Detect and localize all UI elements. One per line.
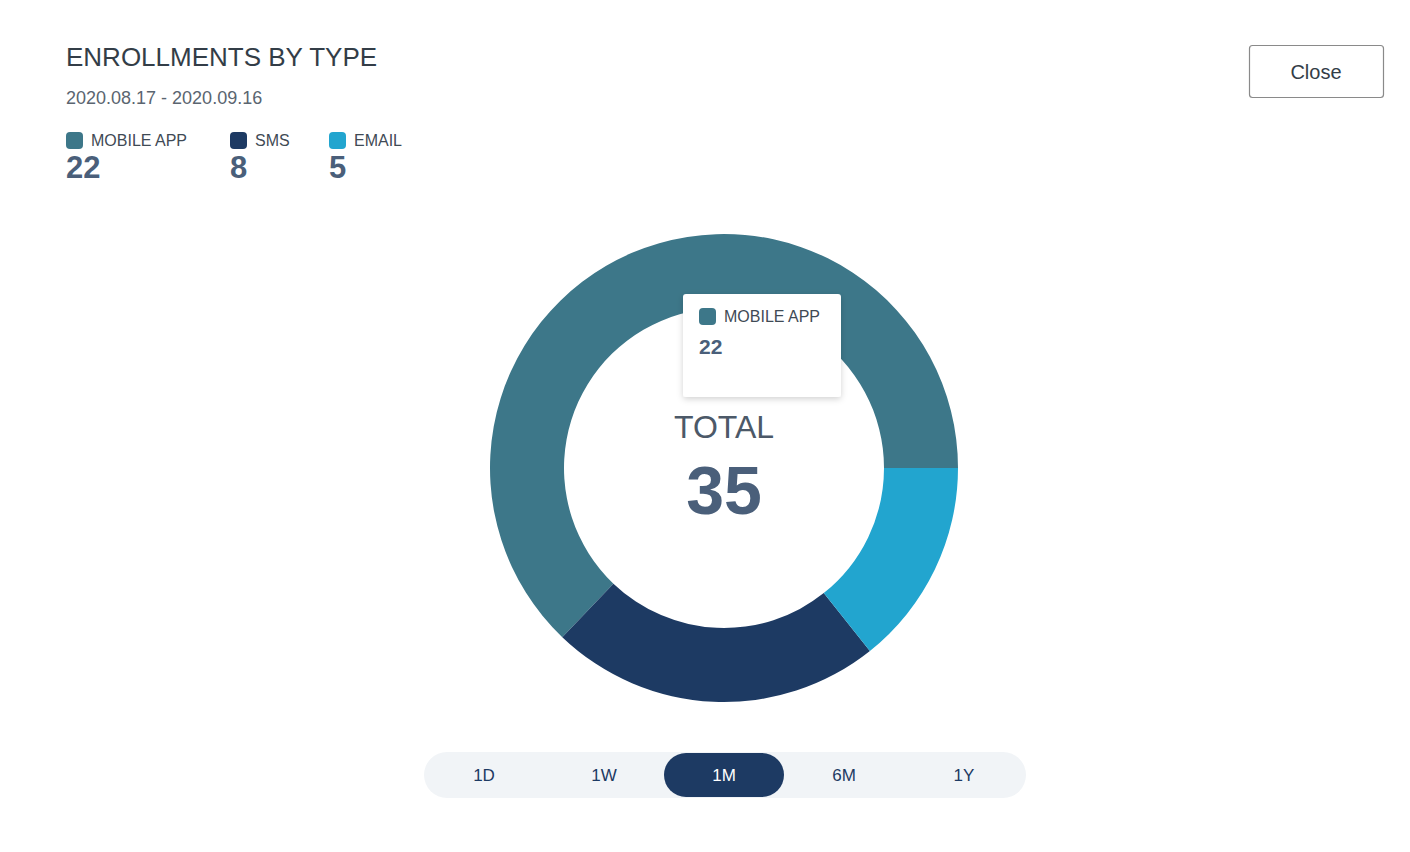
range-button[interactable]: 1D: [424, 753, 544, 797]
range-label[interactable]: 1Y: [954, 766, 975, 785]
page: ENROLLMENTS BY TYPE 2020.08.17 - 2020.09.…: [0, 0, 1410, 852]
range-button[interactable]: 6M: [784, 753, 904, 797]
legend-value: 22: [66, 150, 100, 185]
range-label[interactable]: 6M: [832, 766, 856, 785]
range-label[interactable]: 1W: [591, 766, 617, 785]
legend-label: EMAIL: [354, 132, 402, 149]
chart: ENROLLMENTS BY TYPE 2020.08.17 - 2020.09.…: [0, 0, 1410, 852]
center-label: TOTAL: [674, 409, 774, 445]
range-button-selected[interactable]: [664, 753, 784, 797]
close-button-box[interactable]: [1250, 46, 1384, 98]
range-track: [424, 752, 1026, 798]
legend-label: MOBILE APP: [91, 132, 187, 149]
subtitle: 2020.08.17 - 2020.09.16: [66, 88, 262, 108]
tooltip-swatch: [699, 308, 716, 325]
range-button-bg[interactable]: [424, 753, 544, 797]
tooltip-label: MOBILE APP: [724, 308, 820, 325]
legend-swatch: [66, 132, 83, 149]
total: 35: [686, 452, 762, 528]
legend-swatch: [329, 132, 346, 149]
legend-value: 8: [230, 150, 247, 185]
range-button-bg[interactable]: [784, 753, 904, 797]
legend-swatch: [230, 132, 247, 149]
range-label[interactable]: 1D: [473, 766, 495, 785]
range-button[interactable]: 1W: [544, 753, 664, 797]
tooltip: MOBILE APP22: [683, 294, 841, 397]
range-button[interactable]: 1Y: [904, 753, 1024, 797]
range-button-bg[interactable]: [904, 753, 1024, 797]
range-label[interactable]: 1M: [712, 766, 736, 785]
legend: MOBILE APP22 SMS 8 EMAIL 5: [66, 132, 402, 185]
close-button[interactable]: Close: [1250, 46, 1384, 98]
donut: [490, 234, 958, 702]
range-button-bg[interactable]: [544, 753, 664, 797]
close-label[interactable]: Close: [1290, 61, 1341, 83]
title: ENROLLMENTS BY TYPE: [66, 42, 377, 72]
legend-value: 5: [329, 150, 346, 185]
range-selector: 1D 1W 1M 6M 1Y: [424, 752, 1026, 798]
slice: [562, 584, 870, 702]
slice: [824, 468, 958, 651]
legend-label: SMS: [255, 132, 290, 149]
range-button[interactable]: 1M: [664, 753, 784, 797]
tooltip-value: 22: [699, 335, 722, 358]
tooltip-box: [683, 294, 841, 397]
